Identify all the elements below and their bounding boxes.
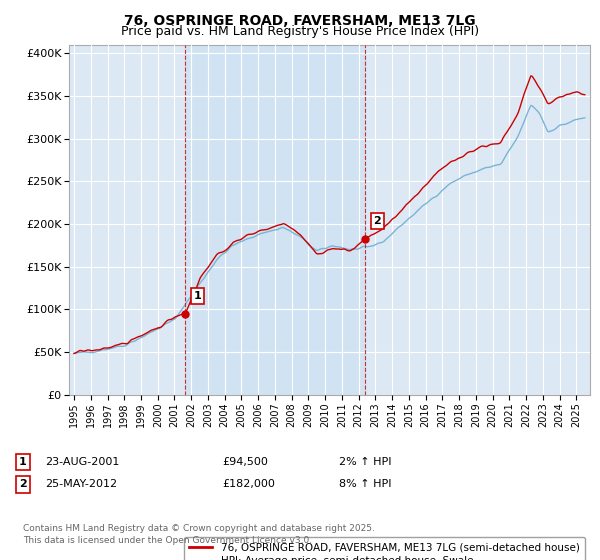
- Text: 8% ↑ HPI: 8% ↑ HPI: [339, 479, 391, 489]
- Text: 25-MAY-2012: 25-MAY-2012: [45, 479, 117, 489]
- Text: 2% ↑ HPI: 2% ↑ HPI: [339, 457, 391, 467]
- Text: £182,000: £182,000: [222, 479, 275, 489]
- Text: 23-AUG-2001: 23-AUG-2001: [45, 457, 119, 467]
- Text: Contains HM Land Registry data © Crown copyright and database right 2025.
This d: Contains HM Land Registry data © Crown c…: [23, 524, 374, 545]
- Text: Price paid vs. HM Land Registry's House Price Index (HPI): Price paid vs. HM Land Registry's House …: [121, 25, 479, 38]
- Text: 2: 2: [19, 479, 26, 489]
- Legend: 76, OSPRINGE ROAD, FAVERSHAM, ME13 7LG (semi-detached house), HPI: Average price: 76, OSPRINGE ROAD, FAVERSHAM, ME13 7LG (…: [184, 537, 584, 560]
- Text: £94,500: £94,500: [222, 457, 268, 467]
- Text: 1: 1: [194, 291, 202, 301]
- Bar: [185, 45, 365, 395]
- Text: 2: 2: [374, 216, 382, 226]
- Text: 1: 1: [19, 457, 26, 467]
- Text: 76, OSPRINGE ROAD, FAVERSHAM, ME13 7LG: 76, OSPRINGE ROAD, FAVERSHAM, ME13 7LG: [124, 14, 476, 28]
